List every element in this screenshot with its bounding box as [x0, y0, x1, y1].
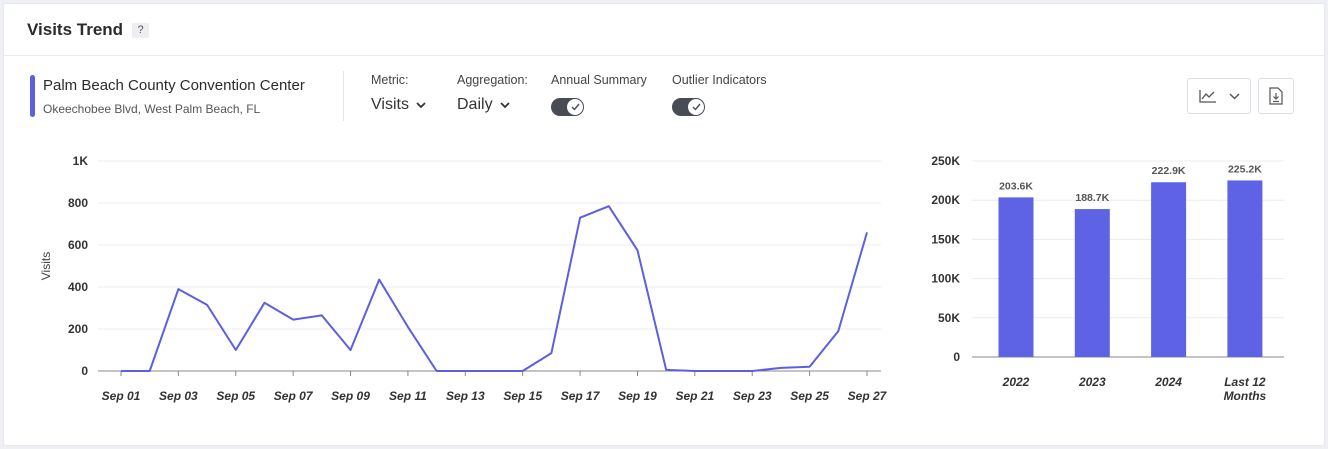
y-tick-label: 600 — [68, 238, 88, 252]
category-label: 2023 — [1078, 375, 1106, 389]
outlier-indicators-toggle[interactable] — [672, 98, 705, 116]
x-tick-label: Sep 17 — [561, 389, 601, 403]
data-point — [521, 369, 525, 373]
x-tick-label: Sep 23 — [733, 389, 772, 403]
card-header: Visits Trend ? — [4, 4, 1324, 56]
aggregation-value: Daily — [457, 96, 493, 113]
help-icon[interactable]: ? — [132, 23, 149, 38]
data-point — [406, 325, 410, 329]
data-point — [836, 329, 840, 333]
metric-label: Metric: — [371, 73, 409, 87]
x-tick-label: Sep 07 — [274, 389, 314, 403]
data-point — [262, 301, 266, 305]
data-point — [291, 318, 295, 322]
bar — [1227, 180, 1263, 357]
x-tick-label: Sep 01 — [102, 389, 141, 403]
data-point — [205, 303, 209, 307]
y-tick-label: 1K — [73, 154, 89, 168]
y-tick-label: 0 — [953, 350, 960, 364]
bar — [1151, 182, 1187, 357]
data-point — [320, 313, 324, 317]
data-point — [750, 369, 754, 373]
data-label: 225.2K — [1228, 163, 1262, 175]
download-icon — [1269, 87, 1283, 105]
data-point — [808, 365, 812, 369]
data-point — [664, 368, 668, 372]
x-tick-label: Sep 25 — [790, 389, 829, 403]
data-point — [234, 348, 238, 352]
data-point — [607, 204, 611, 208]
data-label: 203.6K — [999, 180, 1033, 192]
data-point — [435, 369, 439, 373]
x-tick-label: Sep 19 — [618, 389, 657, 403]
data-point — [693, 369, 697, 373]
card-title: Visits Trend — [27, 20, 124, 39]
data-point — [635, 248, 639, 252]
venue-color-marker — [30, 75, 35, 117]
category-label: Months — [1224, 389, 1267, 403]
chevron-down-icon — [499, 101, 510, 108]
y-tick-label: 150K — [931, 232, 960, 246]
x-tick-label: Sep 13 — [446, 389, 485, 403]
visits-line-chart: 0 200 400 600 800 1K Sep 01 Sep 03 Sep 05 Sep 07 S… — [39, 154, 888, 403]
data-label: 222.9K — [1152, 165, 1186, 177]
y-tick-label: 400 — [68, 280, 88, 294]
data-point — [578, 216, 582, 220]
y-tick-label: 200K — [931, 193, 960, 207]
data-point — [119, 369, 123, 373]
venue-address: Okeechobee Blvd, West Palm Beach, FL — [43, 102, 261, 116]
data-point — [377, 278, 381, 282]
data-point — [176, 287, 180, 291]
chevron-down-icon — [416, 101, 426, 108]
data-point — [492, 369, 496, 373]
venue-name: Palm Beach County Convention Center — [43, 77, 305, 94]
metric-dropdown[interactable]: Visits — [371, 96, 426, 114]
outlier-indicators-label: Outlier Indicators — [672, 73, 767, 87]
x-tick-label: Sep 05 — [216, 389, 255, 403]
y-tick-label: 200 — [68, 322, 88, 336]
y-tick-label: 50K — [938, 311, 960, 325]
check-icon — [571, 103, 580, 111]
x-tick-label: Sep 03 — [159, 389, 198, 403]
annual-summary-label: Annual Summary — [551, 73, 647, 87]
bar — [1074, 209, 1110, 357]
x-tick-label: Sep 21 — [675, 389, 714, 403]
y-tick-label: 800 — [68, 196, 88, 210]
data-label: 188.7K — [1075, 192, 1109, 204]
x-tick-label: Sep 15 — [503, 389, 542, 403]
aggregation-label: Aggregation: — [457, 73, 528, 87]
chevron-down-icon — [1228, 92, 1240, 100]
aggregation-dropdown[interactable]: Daily — [457, 96, 510, 114]
data-point — [349, 348, 353, 352]
divider — [343, 71, 344, 121]
chart-type-button[interactable] — [1187, 78, 1251, 114]
check-icon — [692, 103, 701, 111]
data-point — [865, 230, 869, 234]
download-button[interactable] — [1258, 78, 1294, 114]
bar — [998, 197, 1034, 357]
annual-summary-bar-chart: 0 50K 100K 150K 200K 250K 203.6K 2022 188.7K 2023… — [931, 154, 1284, 403]
y-tick-label: 100K — [931, 272, 960, 286]
x-tick-label: Sep 27 — [848, 389, 888, 403]
category-label: 2022 — [1002, 375, 1030, 389]
y-tick-label: 0 — [81, 364, 88, 378]
x-tick-label: Sep 09 — [331, 389, 370, 403]
data-point — [148, 369, 152, 373]
series-line — [121, 205, 868, 372]
x-tick-label: Sep 11 — [389, 389, 427, 403]
line-chart-icon — [1198, 90, 1216, 103]
category-label: Last 12 — [1224, 375, 1266, 389]
annual-summary-toggle[interactable] — [551, 98, 584, 116]
metric-value: Visits — [371, 96, 409, 113]
data-point — [722, 369, 726, 373]
category-label: 2024 — [1154, 375, 1182, 389]
data-point — [463, 369, 467, 373]
y-axis-label: Visits — [39, 252, 53, 280]
y-tick-label: 250K — [931, 154, 960, 168]
data-point — [779, 366, 783, 370]
data-point — [549, 351, 553, 355]
